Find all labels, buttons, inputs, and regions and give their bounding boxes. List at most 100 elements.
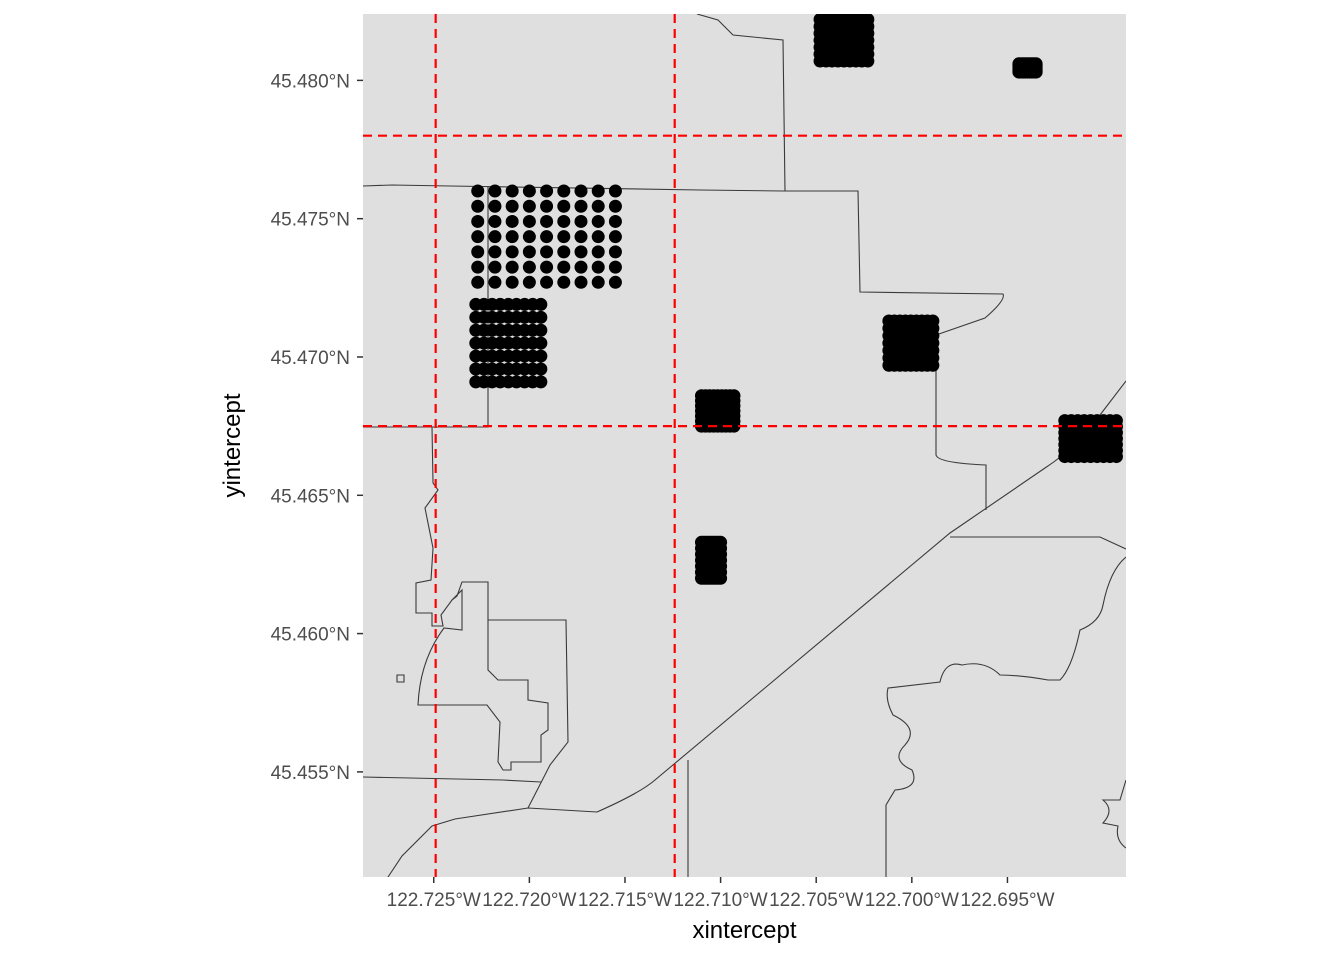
data-point-cluster-1	[557, 275, 571, 289]
data-point-cluster-1	[471, 214, 485, 228]
data-point-cluster-1	[471, 260, 485, 274]
data-point-cluster-1	[488, 199, 502, 213]
boundary-south-street	[363, 776, 542, 783]
boundary-southwest-parcel	[415, 426, 569, 809]
data-point-cluster-1	[522, 214, 536, 228]
x-tick-label: 122.710°W	[673, 890, 767, 911]
data-point-cluster-1	[574, 214, 588, 228]
data-point-cluster-1	[591, 184, 605, 198]
data-point-cluster-1	[540, 245, 554, 259]
boundary-southwest-inner	[417, 588, 549, 771]
data-point-cluster-1	[574, 275, 588, 289]
data-point-cluster-1	[557, 230, 571, 244]
data-point-cluster-1	[591, 245, 605, 259]
y-tick-label: 45.470°N	[271, 348, 350, 369]
data-point-cluster-1	[608, 184, 622, 198]
data-point-cluster-1	[608, 230, 622, 244]
data-point-cluster-1	[574, 184, 588, 198]
data-point-cluster-1	[471, 230, 485, 244]
data-point-cluster-1	[488, 230, 502, 244]
data-point-cluster-6	[861, 14, 875, 27]
data-point-cluster-2	[534, 297, 548, 311]
data-point-cluster-1	[488, 214, 502, 228]
data-point-cluster-1	[522, 199, 536, 213]
data-point-cluster-1	[471, 184, 485, 198]
boundary-street-north	[696, 14, 786, 192]
y-tick-label: 45.460°N	[271, 625, 350, 646]
data-point-cluster-1	[540, 230, 554, 244]
data-point-cluster-1	[540, 275, 554, 289]
data-point-cluster-1	[471, 199, 485, 213]
data-point-cluster-1	[608, 275, 622, 289]
data-point-cluster-1	[505, 230, 519, 244]
data-point-cluster-1	[540, 260, 554, 274]
data-point-cluster-7	[1029, 57, 1043, 71]
x-axis: 122.725°W 122.720°W 122.715°W 122.710°W 122.…	[387, 877, 1055, 911]
data-point-cluster-1	[522, 260, 536, 274]
data-point-cluster-2	[534, 349, 548, 363]
data-point-cluster-1	[488, 245, 502, 259]
boundary-small-square	[396, 674, 405, 683]
data-point-cluster-1	[574, 245, 588, 259]
data-point-cluster-1	[505, 275, 519, 289]
x-tick-label: 122.700°W	[865, 890, 959, 911]
data-point-cluster-4	[714, 535, 728, 549]
data-point-cluster-1	[540, 184, 554, 198]
y-axis-title: yintercept	[219, 393, 246, 497]
data-point-cluster-1	[505, 260, 519, 274]
x-tick-label: 122.725°W	[387, 890, 481, 911]
y-tick-label: 45.465°N	[271, 486, 350, 507]
data-point-cluster-1	[557, 260, 571, 274]
data-point-cluster-1	[488, 275, 502, 289]
data-point-cluster-1	[557, 214, 571, 228]
data-point-cluster-5	[926, 314, 940, 328]
data-point-cluster-1	[471, 245, 485, 259]
x-tick-label: 122.720°W	[482, 890, 576, 911]
data-point-cluster-2	[534, 310, 548, 324]
data-point-cluster-1	[574, 230, 588, 244]
boundary-road-north	[363, 184, 1004, 510]
point-layer	[469, 14, 1123, 585]
x-axis-title: xintercept	[692, 917, 796, 944]
y-tick-label: 45.480°N	[271, 71, 350, 92]
data-point-cluster-2	[534, 375, 548, 389]
data-point-cluster-1	[574, 199, 588, 213]
data-point-cluster-1	[591, 260, 605, 274]
map-panel-background	[363, 14, 1126, 877]
data-point-cluster-1	[591, 214, 605, 228]
y-tick-label: 45.475°N	[271, 210, 350, 231]
data-point-cluster-1	[591, 199, 605, 213]
data-point-cluster-1	[557, 184, 571, 198]
data-point-cluster-8	[1109, 414, 1123, 428]
data-point-cluster-1	[522, 245, 536, 259]
data-point-cluster-3	[727, 389, 741, 403]
y-axis: 45.455°N 45.460°N 45.465°N 45.470°N 45.475°N…	[271, 71, 363, 784]
data-point-cluster-1	[540, 199, 554, 213]
data-point-cluster-1	[488, 260, 502, 274]
boundary-east-creek	[885, 556, 1126, 877]
data-point-cluster-1	[471, 275, 485, 289]
data-point-cluster-2	[534, 323, 548, 337]
data-point-cluster-1	[557, 245, 571, 259]
data-point-cluster-1	[522, 275, 536, 289]
data-point-cluster-1	[505, 245, 519, 259]
data-point-cluster-1	[505, 184, 519, 198]
boundary-east-road	[950, 536, 1126, 550]
data-point-cluster-1	[591, 230, 605, 244]
data-point-cluster-1	[522, 230, 536, 244]
data-point-cluster-1	[557, 199, 571, 213]
data-point-cluster-1	[522, 184, 536, 198]
data-point-cluster-2	[534, 362, 548, 376]
x-tick-label: 122.695°W	[960, 890, 1054, 911]
data-point-cluster-1	[608, 260, 622, 274]
data-point-cluster-1	[591, 275, 605, 289]
data-point-cluster-1	[608, 245, 622, 259]
data-point-cluster-1	[488, 184, 502, 198]
data-point-cluster-1	[608, 199, 622, 213]
data-point-cluster-1	[505, 199, 519, 213]
y-tick-label: 45.455°N	[271, 763, 350, 784]
data-point-cluster-1	[505, 214, 519, 228]
boundary-southeast-notch	[1101, 779, 1126, 849]
reference-lines	[363, 14, 1126, 877]
